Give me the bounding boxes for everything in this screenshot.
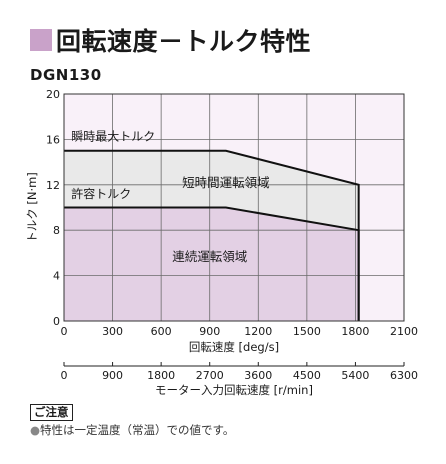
- x-tick-label: 1500: [293, 325, 321, 338]
- region-label: 短時間運転領域: [182, 175, 270, 190]
- note-text: ●特性は一定温度（常温）での値です。: [30, 422, 234, 438]
- torque-speed-chart: 0 300 600 900 1200 1500 1800 2100 0 4 8 12 16 20 回転速度 …: [25, 88, 418, 397]
- x-tick-label: 600: [151, 325, 172, 338]
- region-fill-2: [64, 207, 359, 321]
- x-tick-label: 2100: [390, 325, 418, 338]
- note-heading: ご注意: [30, 404, 73, 421]
- x-tick-label: 900: [199, 325, 220, 338]
- series-label: 瞬時最大トルク: [71, 130, 155, 144]
- secondary-axis-label: モーター入力回転速度 [r/min]: [155, 383, 313, 397]
- secondary-axis-tick-label: 3600: [244, 369, 272, 382]
- secondary-axis-tick-label: 5400: [341, 369, 369, 382]
- x-axis-label: 回転速度 [deg/s]: [189, 340, 279, 354]
- x-tick-label: 300: [102, 325, 123, 338]
- secondary-axis-tick-label: 1800: [147, 369, 175, 382]
- secondary-axis-tick-label: 6300: [390, 369, 418, 382]
- x-tick-label: 1800: [341, 325, 369, 338]
- y-tick-label: 12: [46, 179, 60, 192]
- title-square-icon: [30, 29, 52, 51]
- series-line: [64, 206, 360, 321]
- y-tick-label: 8: [53, 224, 60, 237]
- series-label: 許容トルク: [71, 186, 131, 201]
- y-tick-label: 4: [53, 270, 60, 283]
- secondary-axis-tick-label: 4500: [293, 369, 321, 382]
- title-text: 回転速度－トルク特性: [56, 27, 312, 56]
- secondary-axis-tick-label: 0: [61, 369, 68, 382]
- secondary-axis-tick-label: 2700: [196, 369, 224, 382]
- plot-border: [63, 93, 405, 322]
- note-body: 特性は一定温度（常温）での値です。: [40, 423, 235, 437]
- y-axis-label: トルク [N·m]: [25, 172, 39, 243]
- region-label: 連続運転領域: [172, 249, 247, 264]
- bullet-icon: ●: [30, 423, 41, 437]
- y-tick-label: 16: [46, 133, 60, 146]
- x-tick-label: 0: [61, 325, 68, 338]
- y-tick-label: 0: [53, 315, 60, 328]
- chart-title: 回転速度－トルク特性: [30, 24, 311, 56]
- model-label: DGN130: [30, 66, 102, 84]
- y-tick-label: 20: [46, 88, 60, 101]
- x-tick-label: 1200: [244, 325, 272, 338]
- secondary-axis-tick-label: 900: [102, 369, 123, 382]
